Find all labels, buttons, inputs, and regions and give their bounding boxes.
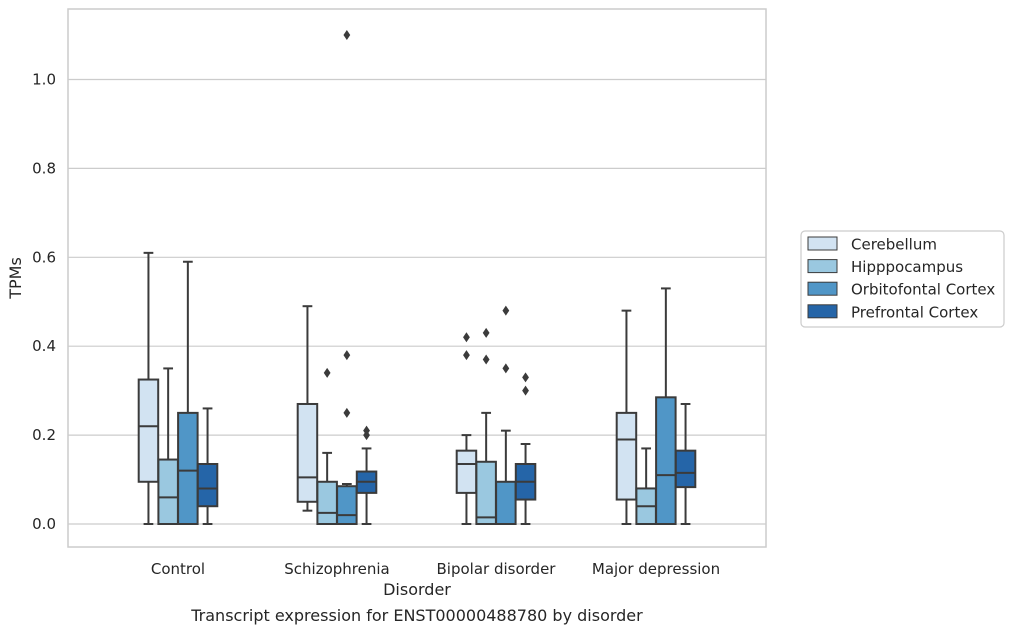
box-bipolar-disorder [455, 332, 478, 525]
series-hipppocampus [157, 327, 657, 526]
box-plot-series [137, 30, 697, 526]
outlier-point [323, 367, 331, 378]
y-tick-label: 0.8 [32, 159, 56, 177]
y-tick-label: 1.0 [32, 71, 56, 89]
box-iqr [316, 480, 338, 525]
figure-caption: Transcript expression for ENST0000048878… [191, 606, 643, 625]
outlier-point [482, 327, 490, 338]
outlier-point [363, 425, 370, 436]
y-tick-label: 0.0 [32, 515, 56, 533]
legend: Cerebellum Hipppocampus Orbitofontal Corte… [800, 230, 1005, 328]
outlier-point [463, 332, 470, 343]
box-bipolar-disorder [514, 372, 537, 525]
box-iqr [137, 378, 160, 483]
box-iqr [455, 449, 478, 494]
box-major-depression [615, 309, 638, 525]
outlier-point [482, 354, 490, 365]
y-tick-label: 0.4 [32, 337, 56, 355]
legend-item: Hipppocampus [807, 258, 963, 276]
box-iqr [157, 458, 179, 525]
box-schizophrenia [316, 367, 338, 525]
box-iqr [495, 480, 517, 525]
series-orbitofontal-cortex [177, 30, 677, 526]
x-axis-label: Disorder [383, 580, 451, 599]
legend-label: Cerebellum [851, 236, 937, 254]
box-control [157, 367, 179, 525]
box-major-depression [674, 402, 697, 525]
legend-swatch [807, 281, 838, 296]
x-tick-label: Major depression [592, 560, 720, 578]
x-tick-labels: Control Schizophrenia Bipolar disorder Majo… [151, 560, 720, 578]
box-control [177, 260, 199, 525]
box-iqr [336, 485, 358, 525]
series-prefrontal-cortex [196, 372, 697, 525]
box-schizophrenia [336, 30, 358, 525]
legend-label: Orbitofontal Cortex [851, 281, 995, 299]
box-bipolar-disorder [475, 327, 497, 525]
y-tick-labels: 0.0 0.2 0.4 0.6 0.8 1.0 [32, 71, 56, 534]
legend-swatch [807, 259, 838, 274]
box-major-depression [635, 447, 657, 526]
legend-box [800, 230, 1005, 328]
outlier-point [502, 305, 510, 316]
box-bipolar-disorder [495, 305, 517, 525]
outlier-point [522, 372, 529, 383]
box-iqr [177, 411, 199, 525]
box-iqr [615, 411, 638, 501]
series-cerebellum [137, 251, 638, 525]
box-iqr [655, 396, 677, 526]
box-iqr [296, 402, 319, 503]
y-tick-label: 0.6 [32, 248, 56, 266]
legend-swatch [807, 236, 838, 251]
box-major-depression [655, 287, 677, 526]
box-control [137, 251, 160, 525]
legend-label: Prefrontal Cortex [851, 303, 978, 321]
outlier-point [343, 350, 351, 361]
legend-label: Hipppocampus [851, 258, 963, 276]
box-schizophrenia [296, 305, 319, 512]
legend-swatch [807, 304, 838, 319]
box-iqr [475, 460, 497, 525]
outlier-point [522, 385, 529, 396]
outlier-point [343, 407, 351, 418]
x-tick-label: Bipolar disorder [437, 560, 557, 578]
x-tick-label: Schizophrenia [284, 560, 389, 578]
legend-item: Orbitofontal Cortex [807, 281, 995, 299]
legend-item: Prefrontal Cortex [807, 303, 978, 321]
box-schizophrenia [355, 425, 378, 525]
outlier-point [502, 363, 510, 374]
plot-frame [67, 8, 767, 548]
legend-item: Cerebellum [807, 236, 937, 254]
box-control [196, 407, 219, 525]
x-tick-label: Control [151, 560, 205, 578]
box-iqr [674, 449, 697, 489]
y-axis-label: TPMs [6, 257, 25, 300]
box-iqr [196, 462, 219, 508]
outlier-point [463, 350, 470, 361]
y-tick-label: 0.2 [32, 426, 56, 444]
outlier-point [343, 30, 351, 41]
